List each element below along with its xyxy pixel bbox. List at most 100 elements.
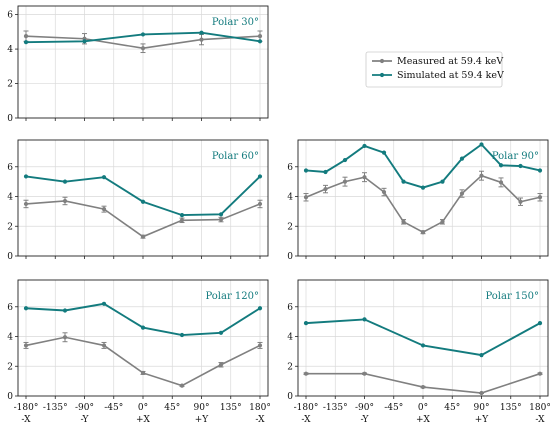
measured-point [440, 219, 445, 224]
measured-point [179, 218, 185, 223]
panel-0: 0 2 4 6 Polar 30° [7, 5, 269, 124]
measured-point [303, 195, 309, 200]
measured-legend-label: Measured at 59.4 keV [397, 56, 503, 67]
y-tick-label: 4 [287, 193, 293, 203]
y-tick-label: 2 [287, 222, 293, 232]
x-axis-direction-label: -X [535, 415, 545, 425]
y-tick-label: 4 [287, 333, 293, 343]
panel-2: 0 2 4 6 Polar 90° [287, 139, 549, 262]
legend: Measured at 59.4 keV Simulated at 59.4 ke… [365, 51, 504, 88]
simulated-point [537, 168, 543, 173]
simulated-point [23, 174, 29, 179]
simulated-point [420, 185, 426, 190]
simulated-point [140, 199, 146, 204]
simulated-point [303, 168, 309, 173]
measured-point [342, 179, 348, 184]
panel-title: Polar 90° [492, 151, 539, 162]
x-tick-label: 90° [194, 403, 210, 413]
simulated-point [101, 301, 107, 306]
simulated-point [362, 143, 367, 149]
panel-title: Polar 150° [485, 291, 539, 302]
simulated-point [179, 213, 185, 218]
measured-point [362, 371, 367, 376]
measured-point [401, 219, 406, 224]
x-tick-label: 45° [444, 403, 460, 413]
panel-3: 0 2 4 6 -180° -X -135° -90° -Y -45° 0° +X 45° 90° +Y 13… [7, 279, 271, 425]
x-tick-label: 45° [164, 403, 180, 413]
y-tick-label: 6 [287, 163, 293, 173]
simulated-point [62, 308, 68, 313]
simulated-point [518, 163, 523, 169]
y-tick-label: 4 [7, 193, 13, 203]
x-tick-label: -45° [104, 403, 123, 413]
x-tick-label: -90° [355, 403, 374, 413]
x-axis-direction-label: +X [136, 415, 151, 425]
simulated-point [218, 330, 224, 335]
measured-point [23, 201, 29, 207]
simulated-point [199, 30, 204, 35]
x-tick-label: 180° [529, 403, 550, 413]
measured-point [218, 362, 224, 367]
measured-point [257, 343, 263, 348]
measured-point [323, 186, 328, 192]
y-tick-label: 0 [7, 252, 13, 262]
simulated-point [420, 343, 426, 348]
x-axis-direction-label: +Y [475, 415, 490, 425]
measured-point [62, 335, 68, 340]
x-tick-label: -180° [14, 403, 39, 413]
simulated-point [323, 169, 328, 175]
measured-point [420, 384, 426, 390]
x-tick-label: 0° [418, 403, 428, 413]
simulated-point [401, 179, 406, 184]
simulated-point [23, 306, 29, 311]
measured-point [362, 175, 367, 180]
panel-title: Polar 30° [212, 17, 259, 28]
y-tick-label: 0 [7, 392, 13, 402]
x-tick-label: 135° [500, 403, 522, 413]
y-tick-label: 6 [287, 303, 293, 313]
simulated-point [537, 321, 543, 326]
y-tick-label: 0 [287, 252, 293, 262]
measured-point [62, 198, 68, 204]
x-axis-direction-label: -X [255, 415, 265, 425]
measured-point [537, 195, 543, 200]
simulated-point [140, 325, 146, 330]
simulated-point [498, 163, 504, 168]
x-tick-label: 180° [249, 403, 271, 413]
simulated-point [303, 321, 309, 326]
simulated-point [140, 32, 146, 37]
panel-4: 0 2 4 6 -180° -X -135° -90° -Y -45° 0° +X 45° 90° +Y 13… [287, 279, 550, 425]
simulated-point [459, 156, 465, 161]
simulated-point [62, 179, 68, 184]
measured-point [140, 46, 146, 51]
measured-point [479, 390, 484, 396]
measured-point [101, 343, 107, 348]
simulated-point [23, 40, 29, 45]
y-tick-label: 2 [7, 80, 13, 90]
measured-point [381, 189, 387, 195]
measured-point [218, 217, 224, 222]
x-tick-label: -45° [384, 403, 403, 413]
x-axis-direction-label: -Y [361, 415, 370, 425]
measured-legend-marker [379, 58, 385, 64]
simulated-legend-label: Simulated at 59.4 keV [397, 70, 504, 81]
simulated-point [440, 179, 445, 184]
x-axis-direction-label: +X [416, 415, 431, 425]
measured-point [101, 207, 107, 212]
simulated-legend-marker [379, 72, 385, 78]
simulated-point [381, 150, 387, 155]
measured-point [518, 199, 523, 204]
x-axis-direction-label: -X [21, 415, 31, 425]
x-tick-label: 135° [220, 403, 242, 413]
y-tick-label: 6 [7, 303, 13, 313]
y-tick-label: 4 [7, 45, 13, 55]
measured-point [257, 201, 263, 207]
measured-point [140, 234, 146, 239]
measured-point [140, 370, 146, 376]
simulated-point [479, 142, 484, 147]
y-tick-label: 2 [287, 362, 293, 372]
simulated-point [257, 306, 263, 311]
panel-1: 0 2 4 6 Polar 60° [7, 139, 269, 262]
simulated-point [342, 157, 348, 163]
